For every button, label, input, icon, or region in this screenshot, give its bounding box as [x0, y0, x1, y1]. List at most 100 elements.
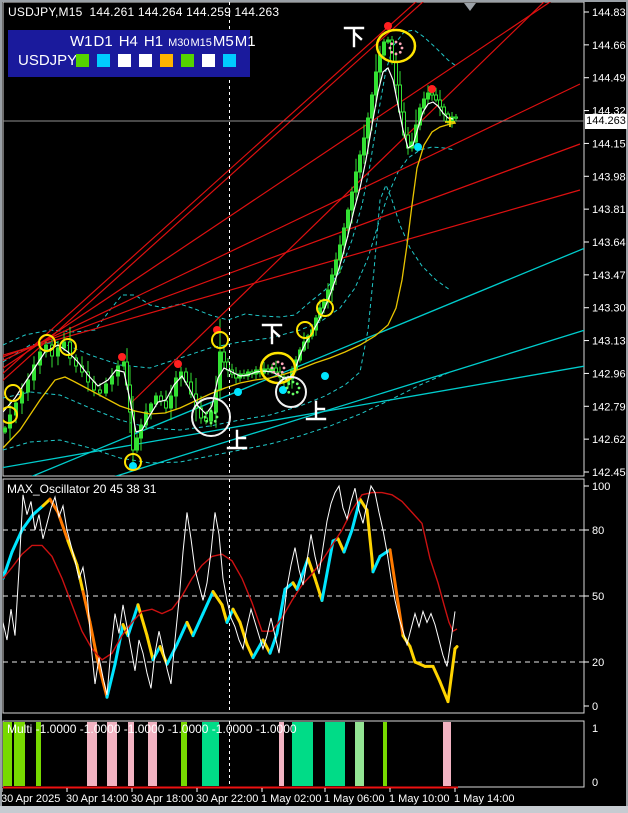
band-line-0	[3, 29, 457, 346]
candle-body	[370, 94, 374, 119]
main-chart-group	[3, 2, 584, 476]
signal-circle-yellow-5	[211, 331, 229, 349]
osc-colored-line	[41, 497, 52, 508]
red-trendline-2	[3, 2, 552, 369]
candle-body	[430, 92, 434, 96]
osc-colored-line	[342, 528, 354, 554]
candle-body	[342, 227, 346, 246]
osc-colored-line	[453, 645, 459, 651]
current-price-badge: 144.263	[585, 114, 627, 129]
osc-colored-line	[306, 557, 317, 580]
tf-label-m1[interactable]: M1	[234, 33, 256, 50]
tf-label-m30[interactable]: M30	[168, 37, 190, 49]
osc-colored-line	[313, 576, 324, 602]
price-axis-label: 142.625	[592, 434, 628, 446]
tf-label-m15[interactable]: M15	[190, 37, 212, 49]
osc-colored-line	[371, 554, 382, 574]
multi-axis-label: 1	[592, 723, 598, 735]
time-axis-label: 1 May 02:00	[261, 793, 322, 805]
osc-colored-line	[145, 634, 155, 662]
flower-marker-pink	[398, 50, 402, 54]
price-axis-label: 144.660	[592, 40, 628, 52]
osc-colored-line	[10, 528, 24, 554]
signal-circle-yellow-6	[296, 321, 314, 339]
timeframe-indicator-panel: W1 D1 H4 H1 M30 M15 M5 M1 USDJPY	[8, 30, 256, 77]
flower-marker-green	[295, 382, 299, 386]
osc-axis-label: 100	[592, 481, 610, 493]
time-axis-label: 30 Apr 2025	[1, 793, 60, 805]
candle-body	[218, 351, 222, 391]
candle-body	[56, 347, 60, 357]
flower-marker-pink	[280, 362, 284, 366]
time-axis-label: 30 Apr 14:00	[66, 793, 128, 805]
flower-marker-green	[287, 382, 291, 386]
price-axis-label: 143.980	[592, 171, 628, 183]
flower-marker-green	[203, 415, 207, 419]
support-trendline-0	[31, 247, 584, 476]
flower-marker-pink	[282, 366, 286, 370]
sell-signal-dot-1	[174, 360, 182, 368]
signal-circle-yellow-4	[124, 453, 142, 471]
multi-label-name: Multi	[7, 722, 33, 736]
candle-body	[426, 92, 430, 100]
tf-status-square-w1	[76, 54, 89, 67]
osc-colored-line	[245, 642, 255, 660]
tf-label-h4[interactable]: H4	[118, 33, 138, 50]
candle-body	[135, 437, 139, 451]
sell-signal-dot-0	[118, 353, 126, 361]
tf-label-h1[interactable]: H1	[143, 33, 164, 50]
multi-indicator-label: Multi -1.0000 -1.0000 -1.0000 -1.0000 -1…	[7, 722, 297, 736]
tf-label-m5[interactable]: M5	[212, 33, 234, 50]
flower-marker-pink	[280, 370, 284, 374]
candle-body	[169, 395, 173, 409]
price-axis-label: 144.150	[592, 138, 628, 150]
flower-marker-green	[291, 392, 295, 396]
flower-marker-green	[213, 411, 217, 415]
tf-label-w1[interactable]: W1	[70, 33, 93, 50]
flower-marker-pink	[400, 46, 404, 50]
flower-marker-green	[291, 380, 295, 384]
red-trendline-3	[3, 83, 581, 362]
flower-marker-pink	[398, 42, 402, 46]
multi-bar-5	[128, 722, 134, 786]
candle-body	[346, 209, 350, 229]
symbol-label: USDJPY	[18, 52, 78, 69]
tf-label-d1[interactable]: D1	[93, 33, 113, 50]
osc-colored-line	[105, 662, 117, 699]
signal-circle-yellow-7	[316, 299, 334, 317]
support-trendline-1	[114, 329, 584, 476]
timeframe-status-row: USDJPY	[8, 52, 250, 69]
red-trendline-1	[3, 2, 424, 382]
flower-marker-green	[213, 419, 217, 423]
candle-body	[374, 71, 378, 96]
flower-marker-pink	[276, 360, 280, 364]
price-axis-label: 143.640	[592, 237, 628, 249]
candle-body	[154, 395, 158, 405]
candle-body	[338, 244, 342, 261]
candle-body	[32, 364, 36, 381]
osc-colored-line	[75, 563, 85, 594]
osc-colored-line	[275, 587, 287, 635]
candle-body	[434, 94, 438, 101]
candle-body	[209, 411, 213, 422]
osc-colored-line	[438, 680, 450, 704]
flower-marker-pink	[394, 40, 398, 44]
tf-status-square-m5	[202, 54, 215, 67]
window-frame-left	[0, 0, 2, 813]
window-frame-top	[0, 0, 628, 2]
tf-status-square-h1	[139, 54, 152, 67]
price-axis[interactable]: 144.830144.660144.490144.320144.150143.9…	[584, 7, 628, 789]
flower-marker-green	[215, 415, 219, 419]
buy-signal-dot-4	[414, 143, 422, 151]
signal-circle-yellow-3	[59, 338, 77, 356]
osc-fast-white-line	[3, 484, 456, 696]
main-chart-panel[interactable]	[2, 1, 585, 477]
osc-axis-label: 20	[592, 657, 604, 669]
price-axis-label: 142.965	[592, 368, 628, 380]
sell-signal-dot-3	[384, 22, 392, 30]
multi-bar-4	[107, 722, 117, 786]
time-axis[interactable]: 30 Apr 2025 30 Apr 14:00 30 Apr 18:00 30 Ap…	[1, 788, 515, 805]
candle-body	[110, 375, 114, 385]
